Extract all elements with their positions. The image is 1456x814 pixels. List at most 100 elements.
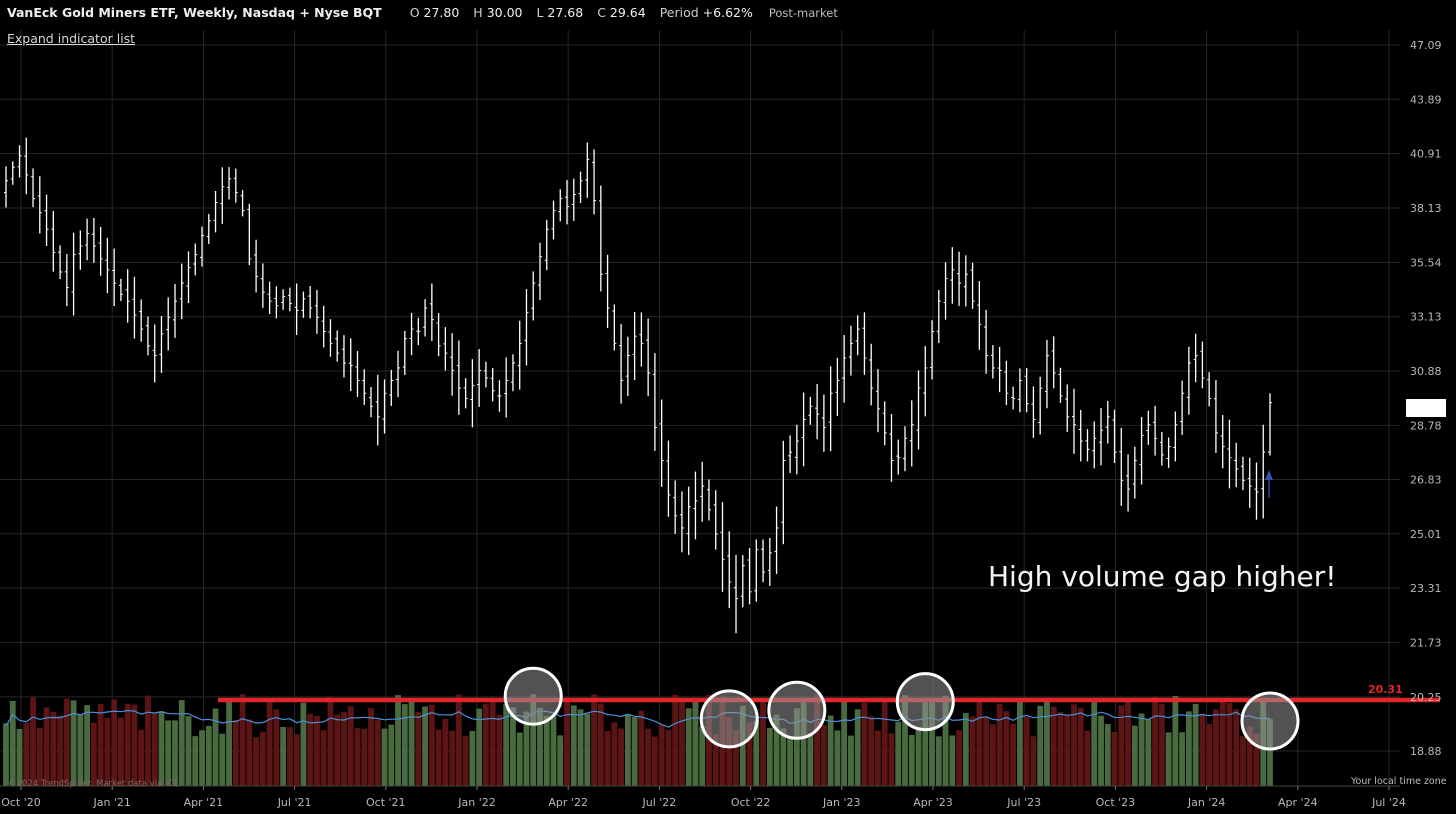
- price-bar: [510, 354, 515, 392]
- volume-bar: [118, 717, 124, 786]
- price-bar: [504, 357, 509, 418]
- volume-bar: [665, 729, 672, 786]
- volume-bar: [199, 730, 205, 786]
- volume-bar: [1165, 732, 1172, 786]
- price-bar: [443, 327, 448, 371]
- volume-bar: [1152, 696, 1158, 786]
- price-bar: [98, 226, 103, 276]
- volume-bar: [996, 703, 1003, 786]
- volume-bar: [604, 731, 611, 786]
- price-bar: [875, 369, 880, 433]
- price-bar: [821, 394, 826, 452]
- price-bar: [254, 239, 259, 293]
- volume-bar: [638, 710, 645, 786]
- volume-bar: [1111, 731, 1118, 786]
- level-line-value: 20.31: [1368, 683, 1403, 696]
- price-bar: [78, 230, 83, 270]
- volume-bar: [30, 697, 36, 786]
- price-bar: [1119, 427, 1124, 506]
- volume-bar: [293, 734, 300, 786]
- volume-bar: [706, 694, 712, 786]
- y-tick-label: 47.09: [1410, 39, 1442, 52]
- price-bar: [801, 392, 806, 467]
- price-bar: [348, 338, 353, 392]
- volume-bar: [1158, 703, 1165, 786]
- price-bar: [267, 281, 272, 315]
- volume-bar: [645, 728, 652, 786]
- volume-bar: [557, 735, 564, 786]
- volume-bar: [787, 737, 793, 786]
- volume-bar: [442, 719, 449, 786]
- price-pane: [4, 137, 1272, 634]
- volume-bar: [848, 735, 854, 786]
- highlight-circle: [767, 680, 827, 740]
- volume-bar: [1023, 716, 1030, 786]
- x-tick-label: Jan '21: [92, 796, 130, 809]
- y-tick-label: 18.88: [1410, 745, 1442, 758]
- price-bar: [585, 142, 590, 198]
- price-bar: [375, 374, 380, 446]
- price-bar: [693, 471, 698, 540]
- volume-bar: [90, 722, 97, 786]
- price-bar: [619, 324, 624, 404]
- price-bar: [470, 359, 475, 428]
- price-bar: [71, 232, 76, 316]
- price-bar: [1112, 409, 1117, 464]
- volume-bar: [462, 735, 469, 786]
- price-bar: [389, 369, 394, 406]
- volume-bar: [178, 700, 185, 786]
- volume-bar: [631, 717, 638, 786]
- price-bar: [4, 166, 8, 208]
- volume-bar: [1098, 715, 1104, 786]
- price-bar: [990, 345, 995, 379]
- price-bar: [1159, 431, 1164, 466]
- price-bar: [558, 189, 563, 222]
- volume-bar: [1077, 707, 1084, 786]
- price-bar: [220, 167, 225, 224]
- price-bar: [200, 226, 205, 267]
- price-bar: [747, 548, 752, 605]
- volume-bar: [685, 708, 692, 786]
- price-bar: [578, 171, 583, 204]
- volume-bar: [16, 729, 23, 786]
- price-bar: [166, 297, 171, 351]
- volume-bar: [395, 695, 401, 786]
- volume-bar: [733, 729, 739, 786]
- high-label: H: [473, 5, 483, 20]
- y-tick-label: 25.01: [1410, 528, 1442, 541]
- price-bar: [1071, 388, 1076, 454]
- price-bar: [1200, 341, 1205, 389]
- volume-bar: [1064, 715, 1071, 786]
- volume-bar: [84, 705, 91, 786]
- timezone-label[interactable]: Your local time zone: [1351, 776, 1447, 787]
- x-tick-label: Jul '22: [642, 796, 677, 809]
- volume-pane: [3, 694, 1273, 786]
- volume-bar: [989, 724, 996, 786]
- price-bar: [1247, 457, 1252, 508]
- price-bar: [761, 539, 766, 583]
- volume-bar: [834, 730, 841, 786]
- price-bar: [450, 333, 455, 396]
- volume-bar: [820, 725, 827, 786]
- price-bar: [490, 368, 495, 402]
- instrument-title: VanEck Gold Miners ETF, Weekly, Nasdaq +…: [7, 5, 382, 20]
- volume-bar: [158, 711, 165, 786]
- price-bar: [706, 479, 711, 521]
- price-bar: [1078, 409, 1083, 462]
- price-bar: [720, 502, 725, 592]
- volume-bar: [192, 736, 199, 786]
- volume-bar: [226, 698, 232, 786]
- volume-bar: [827, 715, 834, 786]
- volume-bar: [780, 728, 787, 786]
- price-bar: [274, 286, 279, 319]
- volume-bar: [766, 727, 773, 786]
- price-bar: [328, 319, 333, 357]
- price-bar: [105, 237, 110, 294]
- expand-indicator-list-link[interactable]: Expand indicator list: [7, 31, 136, 46]
- volume-bar: [408, 699, 415, 786]
- price-bar: [402, 330, 407, 376]
- close-value: 29.64: [609, 5, 646, 20]
- x-tick-label: Jul '23: [1006, 796, 1041, 809]
- price-bar: [1261, 424, 1266, 519]
